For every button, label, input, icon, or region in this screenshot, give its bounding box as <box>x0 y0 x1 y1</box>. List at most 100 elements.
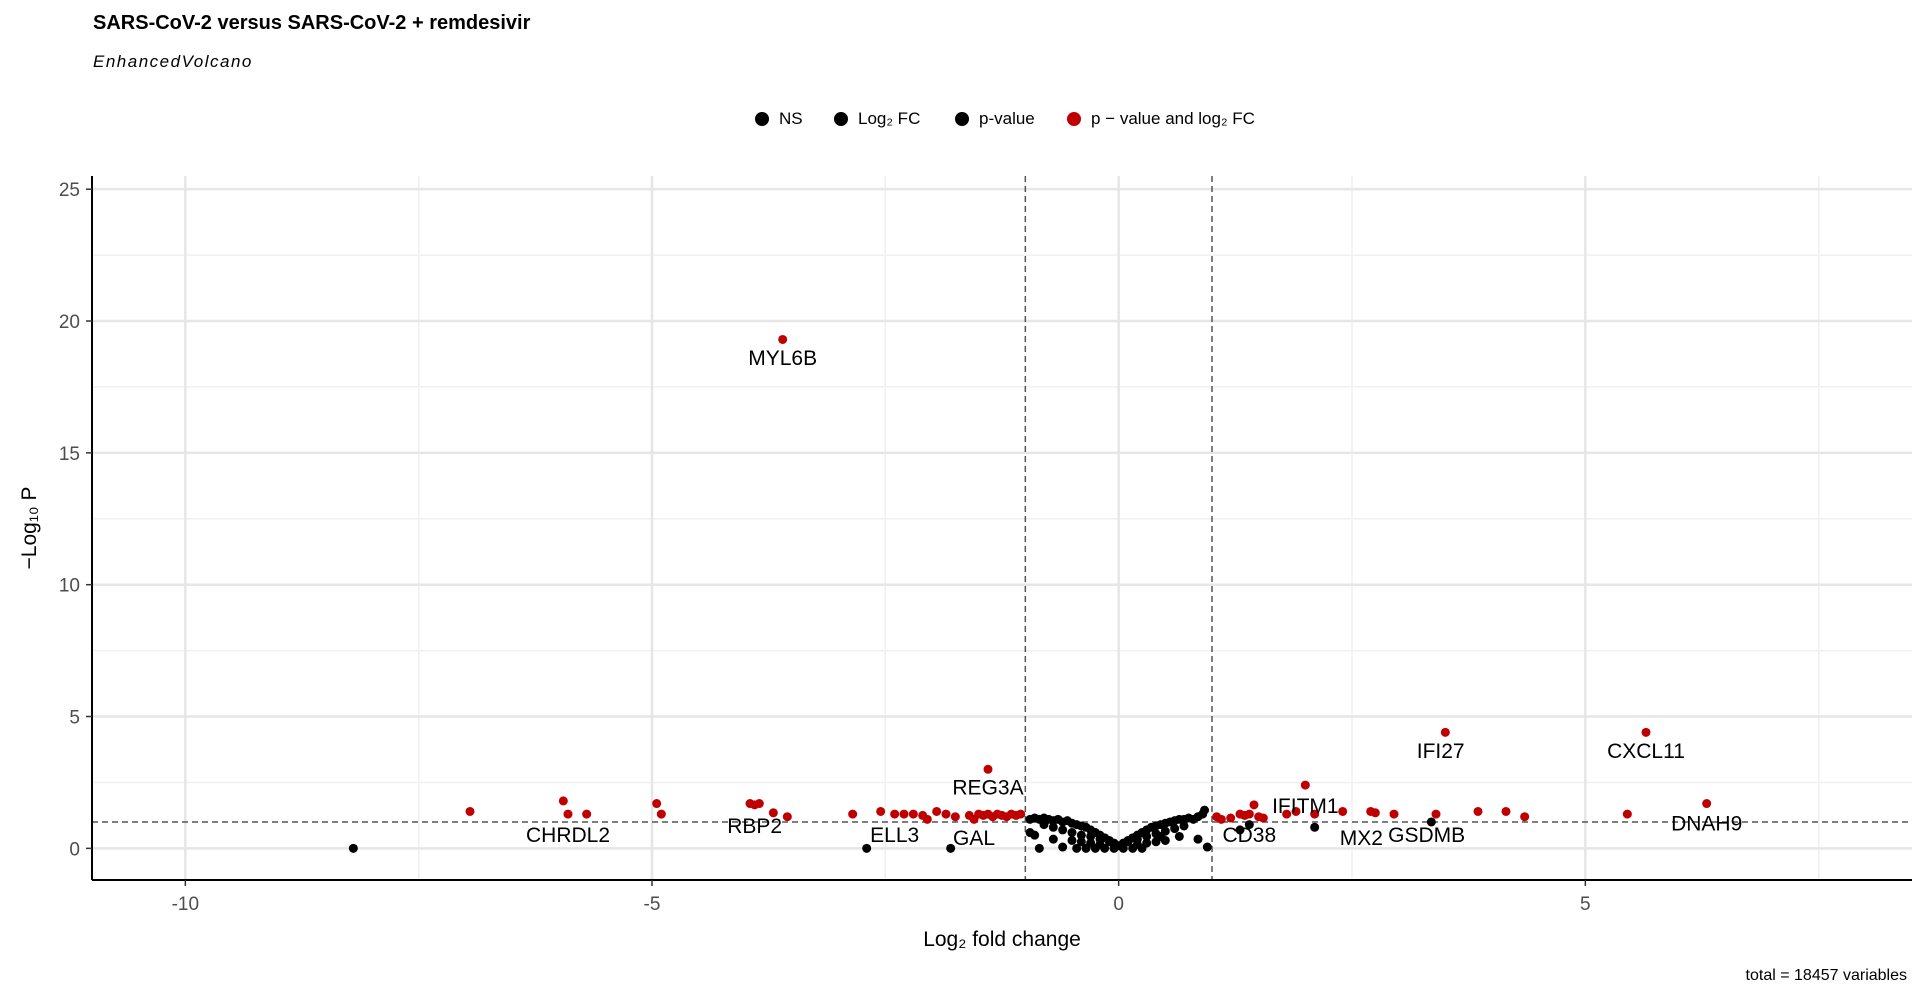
data-point <box>1426 817 1436 827</box>
data-point <box>1193 834 1203 844</box>
data-point <box>1244 820 1254 830</box>
data-point <box>1039 820 1049 830</box>
data-point <box>1641 727 1651 737</box>
gene-label: RBP2 <box>727 815 782 838</box>
data-point <box>1702 799 1712 809</box>
gene-label: DNAH9 <box>1671 812 1742 835</box>
data-point <box>946 843 956 853</box>
x-tick-label: -10 <box>172 894 199 915</box>
gene-label: MX2 <box>1340 827 1383 850</box>
data-point <box>1291 806 1301 816</box>
data-point <box>1249 800 1259 810</box>
legend-label-log2fc: Log₂ FC <box>858 109 921 128</box>
data-point <box>768 808 778 818</box>
data-point <box>1058 825 1068 835</box>
data-point <box>754 799 764 809</box>
y-axis-title: −Log₁₀ P <box>18 487 41 570</box>
data-point <box>1156 831 1166 841</box>
data-point <box>1076 837 1086 847</box>
data-point <box>1025 828 1035 838</box>
data-point <box>1338 806 1348 816</box>
data-point <box>932 806 942 816</box>
legend-label-pvalue-and-log2fc: p − value and log₂ FC <box>1091 109 1255 128</box>
legend: NS Log₂ FC p-value p − value and log₂ FC <box>0 104 1920 134</box>
data-point <box>1235 825 1245 835</box>
data-point <box>848 809 858 819</box>
series-significant <box>465 334 1712 824</box>
gene-label: CXCL11 <box>1607 740 1685 763</box>
data-point <box>1058 842 1068 852</box>
data-point <box>1090 843 1100 853</box>
x-tick-label: 5 <box>1580 894 1591 915</box>
data-point <box>558 796 568 806</box>
gene-label: IFITM1 <box>1272 795 1339 818</box>
data-point <box>1473 806 1483 816</box>
data-point <box>1282 809 1292 819</box>
data-point <box>1216 814 1226 824</box>
data-point <box>1310 822 1320 832</box>
data-point <box>1118 843 1128 853</box>
data-point <box>1016 809 1026 819</box>
data-point <box>1100 843 1110 853</box>
data-point <box>582 809 592 819</box>
legend-dot-pvalue-and-log2fc <box>1067 112 1081 126</box>
data-point <box>778 334 788 344</box>
series-ns <box>348 805 1436 853</box>
legend-item-ns: NS <box>755 104 803 134</box>
gene-label: GAL <box>953 827 995 850</box>
data-point <box>1370 808 1380 818</box>
y-tick-label: 25 <box>59 180 80 201</box>
legend-item-log2fc: Log₂ FC <box>834 104 920 134</box>
data-point <box>1123 837 1133 847</box>
y-tick-label: 20 <box>59 312 80 333</box>
data-point <box>1310 809 1320 819</box>
chart-subtitle: EnhancedVolcano <box>93 52 253 71</box>
data-point <box>1170 824 1180 834</box>
data-point <box>941 809 951 819</box>
data-point <box>1244 809 1254 819</box>
data-point <box>1440 727 1450 737</box>
data-point <box>1389 809 1399 819</box>
data-point <box>782 812 792 822</box>
data-point <box>465 806 475 816</box>
data-point <box>1520 812 1530 822</box>
x-tick-label: -5 <box>644 894 661 915</box>
data-point <box>876 806 886 816</box>
gene-label: REG3A <box>952 777 1023 800</box>
data-point <box>348 843 358 853</box>
data-point <box>1109 843 1119 853</box>
chart-title: SARS-CoV-2 versus SARS-CoV-2 + remdesivi… <box>93 12 531 34</box>
x-axis-title: Log₂ fold change <box>923 928 1081 951</box>
data-point <box>1258 813 1268 823</box>
y-tick-label: 15 <box>59 444 80 465</box>
data-point <box>1226 813 1236 823</box>
data-point <box>1431 809 1441 819</box>
data-point <box>1300 780 1310 790</box>
y-tick-label: 10 <box>59 576 80 597</box>
gene-label: CD38 <box>1222 824 1276 847</box>
data-point <box>908 809 918 819</box>
data-point <box>862 843 872 853</box>
data-point <box>1067 828 1077 838</box>
gene-label: CHRDL2 <box>526 824 610 847</box>
data-point <box>1072 843 1082 853</box>
data-point <box>1142 831 1152 841</box>
legend-label-pvalue: p-value <box>979 109 1035 128</box>
legend-dot-pvalue <box>955 112 969 126</box>
data-point <box>652 799 662 809</box>
data-point <box>1034 843 1044 853</box>
data-point <box>922 814 932 824</box>
legend-item-pvalue-and-log2fc: p − value and log₂ FC <box>1067 104 1255 134</box>
legend-dot-ns <box>755 112 769 126</box>
data-point <box>656 809 666 819</box>
data-point <box>1174 831 1184 841</box>
legend-dot-log2fc <box>834 112 848 126</box>
data-point <box>1137 843 1147 853</box>
data-point <box>1048 834 1058 844</box>
data-point <box>983 764 993 774</box>
data-point <box>1067 835 1077 845</box>
data-point <box>1104 837 1114 847</box>
data-point <box>1622 809 1632 819</box>
x-tick-label: 0 <box>1113 894 1124 915</box>
